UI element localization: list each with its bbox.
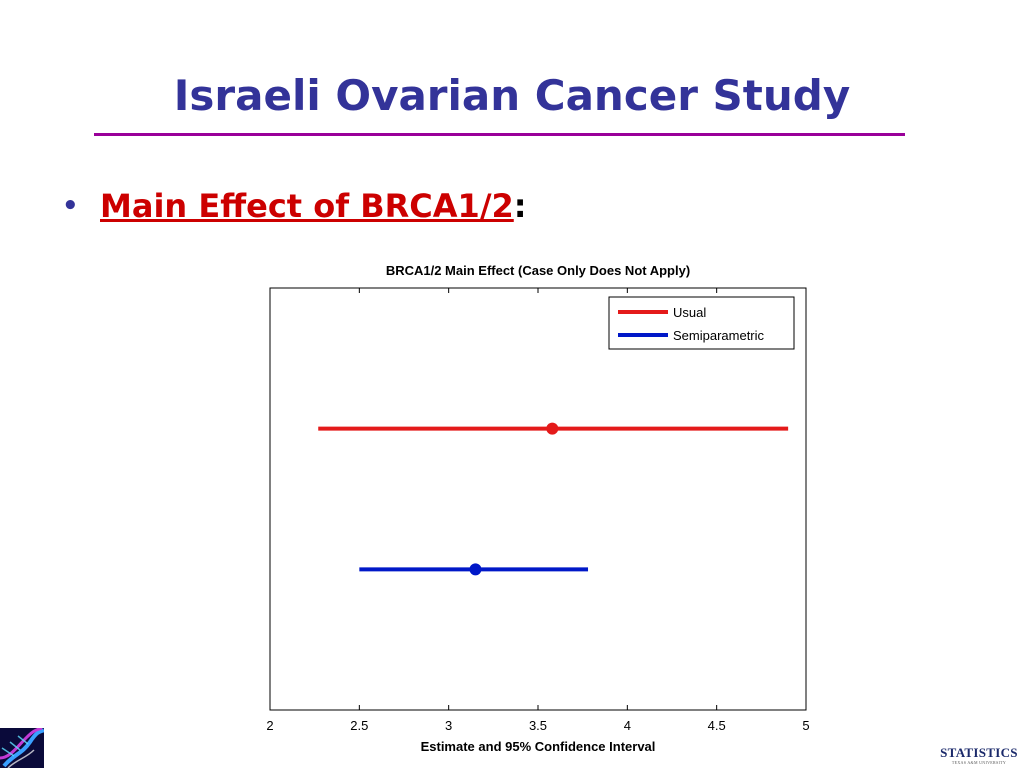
x-axis: 2 2.5 3 3.5 4 4.5 5 [266,288,810,733]
series-semiparametric [359,563,589,576]
bullet-colon: : [513,187,527,225]
estimate-point [546,422,559,435]
slide-title: Israeli Ovarian Cancer Study [173,71,851,120]
x-tick-label: 4.5 [708,718,726,733]
legend-label: Semiparametric [673,328,765,343]
series-usual [318,422,789,435]
legend-label: Usual [673,305,706,320]
statistics-logo: STATISTICS TEXAS A&M UNIVERSITY [936,746,1022,766]
x-axis-label: Estimate and 95% Confidence Interval [421,739,656,754]
bullet-icon: • [62,191,79,221]
logo-subtitle: TEXAS A&M UNIVERSITY [951,760,1007,765]
dna-helix-icon [0,726,45,769]
errorbar-chart: BRCA1/2 Main Effect (Case Only Does Not … [266,263,810,754]
logo-word: STATISTICS [940,745,1018,760]
estimate-point [469,563,482,576]
x-tick-label: 5 [802,718,809,733]
x-tick-label: 3.5 [529,718,547,733]
title-divider [94,133,905,136]
legend: Usual Semiparametric [608,296,795,350]
bullet-text: Main Effect of BRCA1/2 [100,187,514,225]
chart-title: BRCA1/2 Main Effect (Case Only Does Not … [386,263,690,278]
legend-box [608,296,795,350]
x-tick-label: 2 [266,718,273,733]
x-tick-label: 4 [624,718,631,733]
plot-area [269,287,807,711]
x-tick-label: 2.5 [350,718,368,733]
bullet-item: • Main Effect of BRCA1/2: [62,184,527,228]
series-layer [318,422,789,576]
x-tick-label: 3 [445,718,452,733]
legend-items: Usual Semiparametric [618,305,765,343]
